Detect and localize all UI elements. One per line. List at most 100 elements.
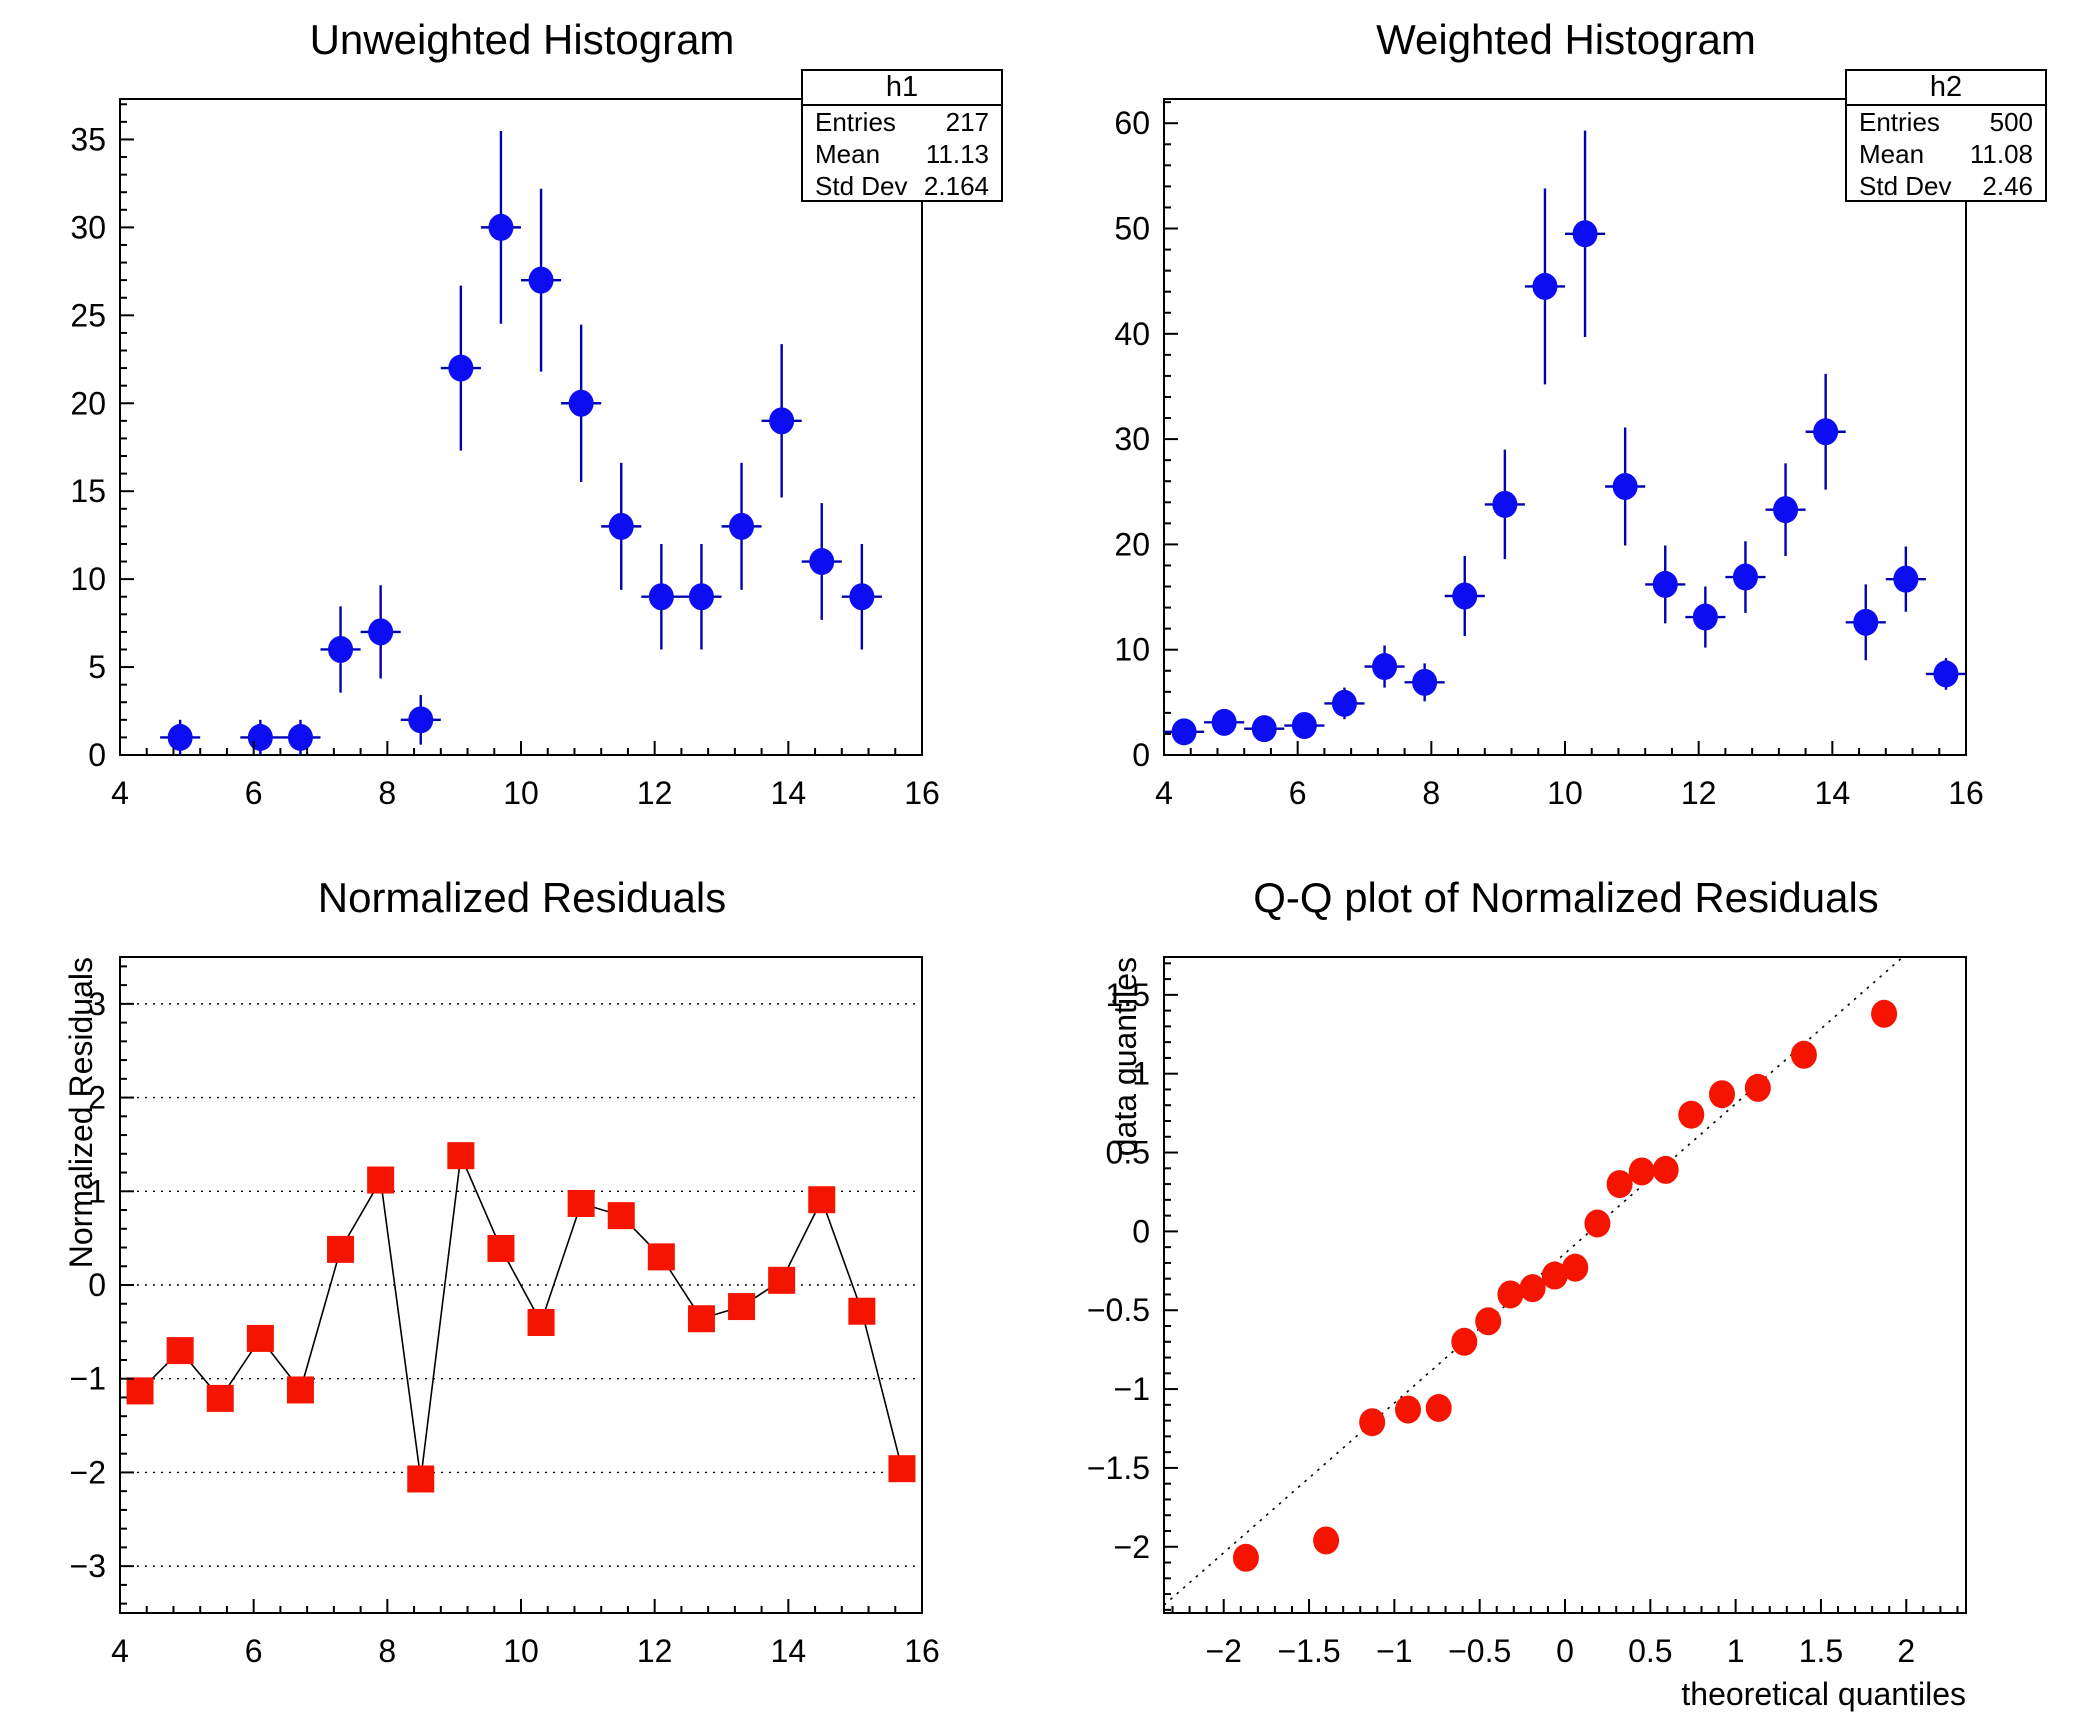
pad-qq-plot: −2 −1.5 −1 −0.5 0 0.5 1 1.5 2 −2 −1.5 −1 −0.5 0 0.5 1 1.… bbox=[1044, 858, 2088, 1716]
x-tick-label: 14 bbox=[771, 1633, 807, 1669]
x-tick-label: 4 bbox=[111, 1633, 129, 1669]
data-point-marker bbox=[1492, 490, 1518, 518]
stats-row-mean: Mean 11.13 bbox=[803, 138, 1001, 170]
data-point-marker bbox=[809, 548, 835, 576]
data-point-marker bbox=[327, 1235, 355, 1263]
y-tick-label: −3 bbox=[70, 1548, 106, 1584]
x-tick-label: 10 bbox=[503, 1633, 539, 1669]
x-tick-label: 10 bbox=[503, 775, 539, 811]
y-axis-title: Normalized Residuals bbox=[63, 957, 99, 1268]
y-tick-label: 1.5 bbox=[1106, 977, 1150, 1013]
data-point-marker bbox=[527, 1308, 555, 1336]
data-point-marker bbox=[1519, 1274, 1546, 1303]
data-point-marker bbox=[1562, 1253, 1589, 1282]
data-point-marker bbox=[687, 1305, 715, 1333]
data-point-marker bbox=[648, 583, 674, 611]
data-point-marker bbox=[1893, 565, 1919, 593]
data-point-marker bbox=[1708, 1080, 1735, 1109]
data-point-marker bbox=[1933, 660, 1959, 688]
plot-title-residuals: Normalized Residuals bbox=[317, 874, 727, 921]
y-tick-label: 5 bbox=[88, 649, 106, 685]
data-point-marker bbox=[1331, 689, 1357, 717]
y-tick-label: 15 bbox=[70, 473, 106, 509]
stats-label: Mean bbox=[815, 139, 881, 169]
pad-normalized-residuals: 4 6 8 10 12 14 16 −3 −2 −1 0 1 2 3 Normalized Residual… bbox=[0, 858, 1044, 1716]
data-point-marker bbox=[286, 1376, 314, 1404]
x-tick-label: 16 bbox=[904, 1633, 940, 1669]
y-tick-label: −2 bbox=[1114, 1529, 1150, 1565]
data-point-marker bbox=[607, 1202, 635, 1230]
data-point-marker bbox=[367, 1166, 395, 1194]
x-axis-title: theoretical quantiles bbox=[1681, 1676, 1966, 1712]
data-point-marker bbox=[1744, 1073, 1771, 1102]
stats-row-mean: Mean 11.08 bbox=[1847, 138, 2045, 170]
x-tick-label: 0.5 bbox=[1628, 1633, 1672, 1669]
data-point-marker bbox=[728, 1293, 756, 1321]
data-point-marker bbox=[769, 407, 795, 435]
y-tick-label: 35 bbox=[70, 121, 106, 157]
stats-label: Std Dev bbox=[815, 171, 908, 201]
data-point-marker bbox=[1251, 715, 1277, 743]
x-tick-label: 14 bbox=[771, 775, 807, 811]
data-point-marker bbox=[567, 1189, 595, 1217]
data-point-marker bbox=[1678, 1100, 1705, 1129]
plot-title-qq: Q-Q plot of Normalized Residuals bbox=[1253, 874, 1879, 921]
data-point-marker bbox=[1359, 1408, 1386, 1437]
data-point-marker bbox=[287, 723, 313, 751]
data-point-marker bbox=[448, 354, 474, 382]
y-tick-label: −1.5 bbox=[1087, 1450, 1150, 1486]
data-point-marker bbox=[1871, 999, 1898, 1028]
data-point-marker bbox=[1612, 472, 1638, 500]
data-point-marker bbox=[1232, 1543, 1259, 1572]
data-point-marker bbox=[1652, 570, 1678, 598]
y-tick-label: −1 bbox=[70, 1361, 106, 1397]
y-tick-label: 10 bbox=[1114, 632, 1150, 668]
axes: −2 −1.5 −1 −0.5 0 0.5 1 1.5 2 −2 −1.5 −1 −0.5 0 0.5 1 1.… bbox=[1087, 962, 1959, 1669]
x-tick-label: −2 bbox=[1205, 1633, 1241, 1669]
x-tick-label: 16 bbox=[1948, 775, 1984, 811]
stats-row-entries: Entries 500 bbox=[1847, 106, 2045, 138]
data-point-marker bbox=[126, 1377, 154, 1405]
stats-label: Entries bbox=[1859, 107, 1940, 137]
y-tick-label: 0 bbox=[88, 737, 106, 773]
data-series bbox=[160, 131, 882, 755]
data-point-marker bbox=[1475, 1307, 1502, 1336]
x-tick-label: 8 bbox=[378, 775, 396, 811]
y-tick-label: 30 bbox=[1114, 421, 1150, 457]
data-point-marker bbox=[1692, 603, 1718, 631]
plot-title-unweighted: Unweighted Histogram bbox=[309, 16, 735, 63]
x-tick-label: 4 bbox=[1155, 775, 1173, 811]
data-point-marker bbox=[407, 1465, 435, 1493]
data-point-marker bbox=[528, 266, 554, 294]
stats-value: 2.46 bbox=[1982, 171, 2033, 201]
data-point-marker bbox=[1628, 1157, 1655, 1186]
data-series bbox=[1164, 130, 1966, 746]
data-point-marker bbox=[1372, 653, 1398, 681]
y-tick-label: 1 bbox=[1132, 1056, 1150, 1092]
data-point-marker bbox=[1451, 1327, 1478, 1356]
y-tick-label: 60 bbox=[1114, 105, 1150, 141]
y-tick-label: −0.5 bbox=[1087, 1292, 1150, 1328]
data-point-marker bbox=[1497, 1280, 1524, 1309]
stats-row-stddev: Std Dev 2.164 bbox=[803, 170, 1001, 202]
x-tick-label: −1.5 bbox=[1277, 1633, 1340, 1669]
data-point-marker bbox=[848, 1297, 876, 1325]
data-point-marker bbox=[1606, 1170, 1633, 1199]
data-point-marker bbox=[328, 635, 354, 663]
x-tick-label: −0.5 bbox=[1448, 1633, 1511, 1669]
x-tick-label: 2 bbox=[1897, 1633, 1915, 1669]
plot-area-qq: −2 −1.5 −1 −0.5 0 0.5 1 1.5 2 −2 −1.5 −1 −0.5 0 0.5 1 1.… bbox=[1044, 858, 2088, 1716]
stats-value: 11.13 bbox=[925, 139, 989, 169]
y-axis-title: data quantiles bbox=[1107, 957, 1143, 1156]
stats-row-entries: Entries 217 bbox=[803, 106, 1001, 138]
plot-title-weighted: Weighted Histogram bbox=[1376, 16, 1756, 63]
data-point-marker bbox=[166, 1337, 194, 1365]
data-point-marker bbox=[1853, 608, 1879, 636]
pad-weighted-histogram: 4 6 8 10 12 14 16 0 10 20 30 40 50 60 Weighted Histog… bbox=[1044, 0, 2088, 858]
x-tick-label: 12 bbox=[1681, 775, 1717, 811]
data-point-marker bbox=[608, 512, 634, 540]
data-point-marker bbox=[1532, 272, 1558, 300]
